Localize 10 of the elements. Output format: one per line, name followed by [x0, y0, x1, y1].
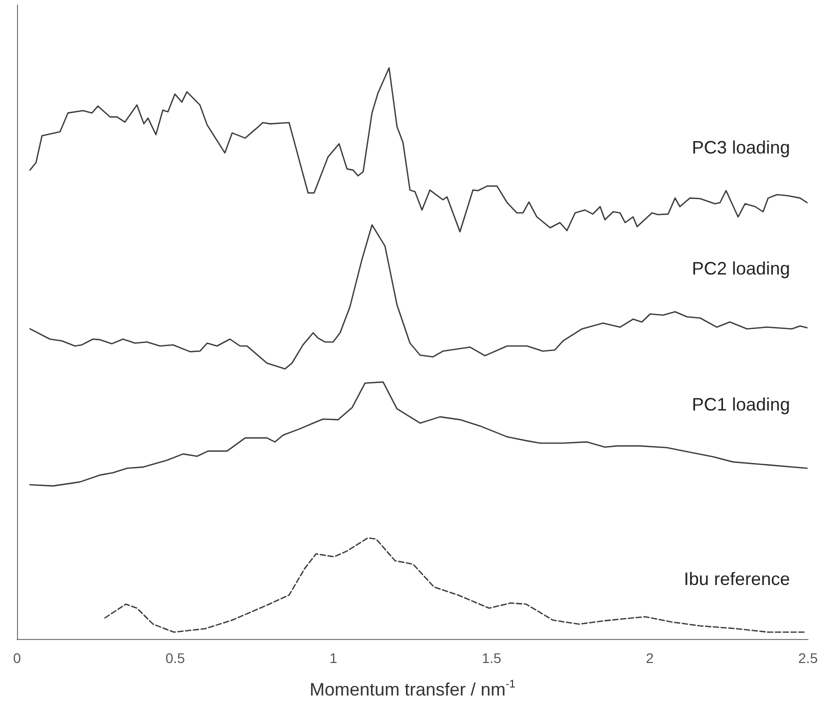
x-tick-label: 0.5 — [165, 650, 186, 666]
text: PC3 loading — [692, 138, 790, 158]
x-tick-label: 1 — [330, 650, 338, 666]
text: PC2 loading — [692, 258, 790, 279]
text: PC1 loading — [692, 394, 790, 415]
x-tick-label: 0 — [13, 650, 22, 666]
x-tick-label: 2.5 — [798, 650, 818, 666]
series-label: Ibu reference — [684, 568, 790, 589]
x-tick-label: 2 — [646, 650, 654, 666]
x-tick-label: 1.5 — [482, 650, 502, 666]
